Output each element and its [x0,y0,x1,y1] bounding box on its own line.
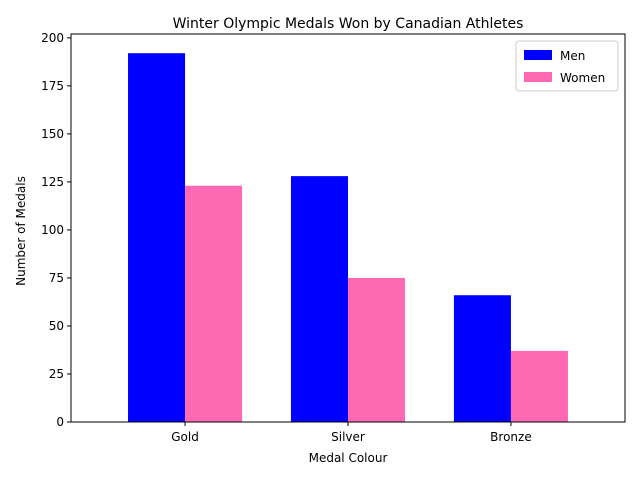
x-tick-label-silver: Silver [331,430,365,444]
y-tick-label: 200 [41,31,64,45]
y-axis-title: Number of Medals [14,176,28,286]
y-tick-label: 175 [41,79,64,93]
legend-label-women: Women [560,71,605,85]
legend-swatch-men [524,50,552,60]
legend-swatch-women [524,72,552,82]
x-axis: Gold Silver Bronze [171,422,532,444]
legend-label-men: Men [560,49,585,63]
y-tick-label: 125 [41,175,64,189]
y-tick-label: 75 [49,271,64,285]
y-tick-label: 25 [49,367,64,381]
chart-title: Winter Olympic Medals Won by Canadian At… [173,16,524,32]
bar-women-silver [348,277,406,422]
bar-women-gold [185,185,243,422]
y-tick-label: 100 [41,223,64,237]
bars-layer [128,53,568,423]
bar-men-silver [290,176,348,422]
y-axis: 0 25 50 75 100 125 150 175 200 [41,31,71,429]
x-axis-title: Medal Colour [309,451,388,465]
y-tick-label: 50 [49,319,64,333]
legend: Men Women [515,40,619,92]
bar-men-bronze [453,295,511,422]
y-tick-label: 0 [56,415,64,429]
plot-frame [70,33,626,423]
x-tick-label-bronze: Bronze [490,430,532,444]
bar-men-gold [128,53,186,423]
x-tick-label-gold: Gold [171,430,199,444]
bar-women-bronze [510,350,568,422]
y-tick-label: 150 [41,127,64,141]
